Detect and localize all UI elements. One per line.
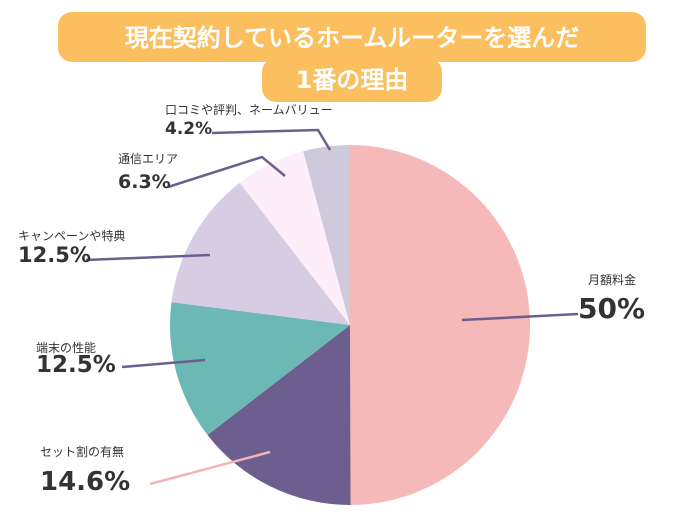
category-label: 口コミや評判、ネームバリュー <box>165 102 333 117</box>
pie-slice <box>303 145 350 325</box>
leader-line <box>149 450 271 486</box>
pie-slice <box>239 151 350 325</box>
leader-line <box>461 312 579 322</box>
leader-line <box>211 128 332 151</box>
value-label: 4.2% <box>165 119 212 139</box>
title-background <box>58 12 646 62</box>
value-label: 14.6% <box>40 467 130 497</box>
leader-line <box>167 155 286 189</box>
value-label: 50% <box>578 292 645 325</box>
pie-slice <box>171 182 350 325</box>
pie-slice <box>170 302 350 436</box>
chart-title: 現在契約しているホームルーターを選んだ <box>125 24 580 52</box>
value-label: 12.5% <box>36 352 116 378</box>
chart-title: 1番の理由 <box>296 66 409 94</box>
category-label: 月額料金 <box>588 272 636 287</box>
leader-line <box>85 253 211 262</box>
category-label: キャンペーンや特典 <box>18 228 125 243</box>
category-label: セット割の有無 <box>40 444 124 459</box>
category-label: 端末の性能 <box>36 341 96 355</box>
leader-line <box>121 358 206 369</box>
category-label: 通信エリア <box>118 152 178 166</box>
title-background <box>262 58 442 102</box>
value-label: 12.5% <box>18 243 91 267</box>
value-label: 6.3% <box>118 171 171 193</box>
pie-slice <box>350 145 531 505</box>
